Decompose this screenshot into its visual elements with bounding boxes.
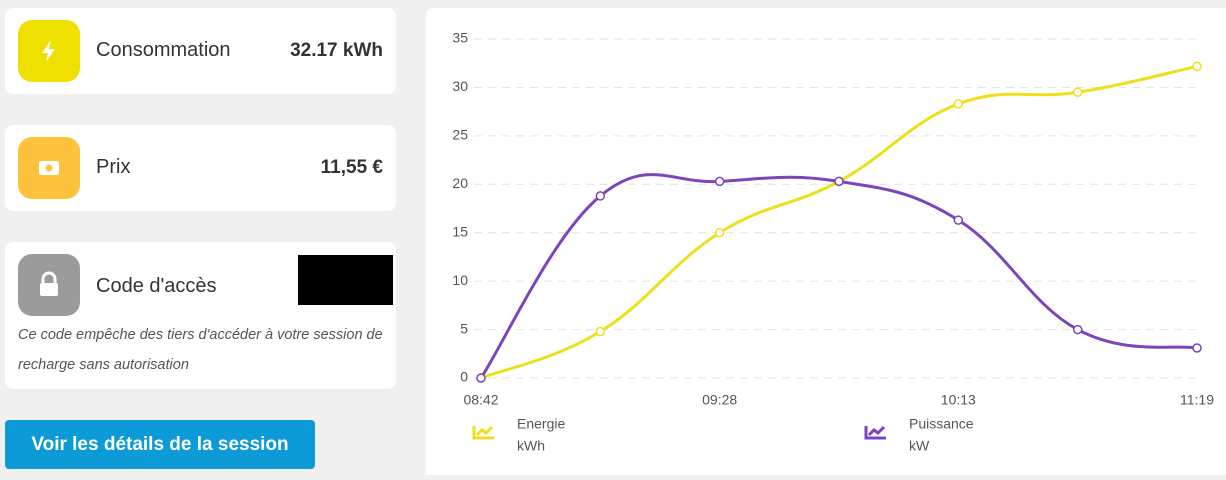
y-tick-label: 10 <box>452 272 468 288</box>
legend-label: Puissance <box>909 416 974 432</box>
consumption-card: Consommation 32.17 kWh <box>5 8 396 94</box>
legend-label: Energie <box>517 416 565 432</box>
chart-panel: 0 5 10 15 20 25 30 35 08:42 09:28 10:13 11:19 Energi… <box>426 8 1226 475</box>
y-tick-label: 35 <box>452 30 468 46</box>
card-label: Consommation <box>96 39 231 61</box>
bolt-icon <box>18 20 80 82</box>
series-line <box>480 64 1198 380</box>
legend-icon <box>472 425 494 440</box>
money-icon <box>18 137 80 199</box>
point <box>834 176 844 187</box>
point <box>1072 87 1083 98</box>
x-tick-label: 11:19 <box>1180 392 1214 408</box>
point <box>1192 61 1202 72</box>
card-value: 11,55 € <box>320 157 383 178</box>
card-label: Prix <box>96 156 131 178</box>
card-label: Code d'accès <box>96 275 217 297</box>
series-line <box>479 173 1198 379</box>
point <box>953 215 964 225</box>
legend-unit: kWh <box>517 438 545 454</box>
point <box>953 99 964 109</box>
details-button[interactable]: Voir les détails de la session <box>5 420 315 469</box>
x-tick-label: 09:28 <box>702 392 737 408</box>
y-tick-label: 0 <box>460 369 468 385</box>
point <box>714 227 725 238</box>
y-tick-label: 5 <box>460 320 468 336</box>
y-tick-label: 25 <box>452 127 468 143</box>
redacted-code <box>298 255 393 305</box>
y-tick-label: 30 <box>452 78 468 94</box>
y-tick-label: 15 <box>452 223 468 239</box>
legend-unit: kW <box>909 438 930 454</box>
point <box>1192 343 1202 353</box>
point <box>595 326 606 337</box>
chart: 0 5 10 15 20 25 30 35 08:42 09:28 10:13 11:19 Energi… <box>452 30 1214 454</box>
x-tick-label: 08:42 <box>463 392 498 408</box>
point <box>476 373 486 383</box>
access-card: Code d'accès Ce code empêche des tiers d… <box>5 242 396 389</box>
point <box>714 176 725 187</box>
card-note: Ce code empêche des tiers d'accéder à vo… <box>18 327 383 373</box>
point <box>595 191 606 201</box>
y-tick-label: 20 <box>452 175 468 191</box>
legend-icon <box>864 425 886 440</box>
lock-icon <box>18 254 80 316</box>
x-tick-label: 10:13 <box>941 392 976 408</box>
price-card: Prix 11,55 € <box>5 125 396 211</box>
point <box>1072 324 1083 335</box>
card-value: 32.17 kWh <box>290 40 383 61</box>
